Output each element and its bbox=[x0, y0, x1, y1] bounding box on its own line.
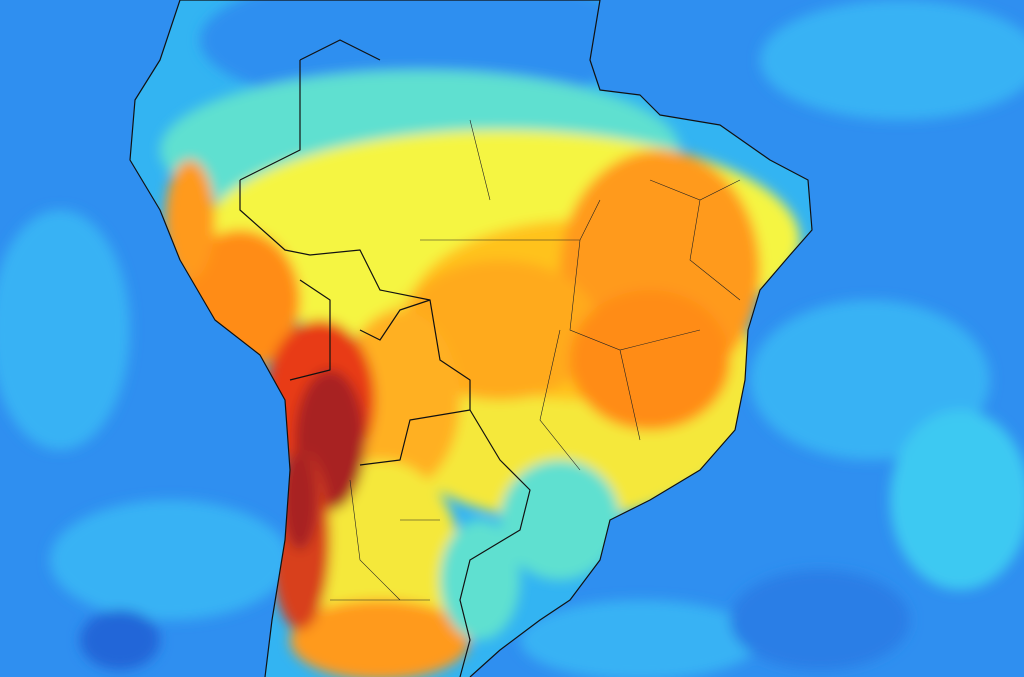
borders bbox=[129, 0, 813, 677]
state-lines bbox=[330, 119, 741, 601]
